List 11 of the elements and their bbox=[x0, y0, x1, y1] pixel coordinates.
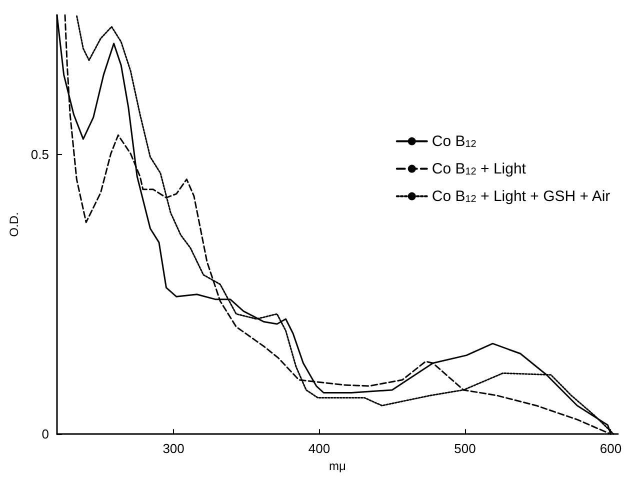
x-tick-label: 500 bbox=[454, 441, 476, 456]
x-tick-label: 600 bbox=[600, 441, 622, 456]
legend-label: Co B12 + Light + GSH + Air bbox=[432, 188, 610, 205]
y-tick-label: 0 bbox=[42, 426, 49, 442]
legend-label: Co B12 + Light bbox=[432, 160, 527, 178]
legend-label: Co B12 bbox=[432, 132, 477, 150]
y-tick-label: 0.5 bbox=[30, 147, 49, 162]
x-axis-title: mμ bbox=[329, 459, 346, 473]
x-tick-label: 300 bbox=[162, 441, 184, 456]
y-axis-title: O.D. bbox=[7, 212, 21, 237]
x-tick-label: 400 bbox=[308, 441, 330, 456]
